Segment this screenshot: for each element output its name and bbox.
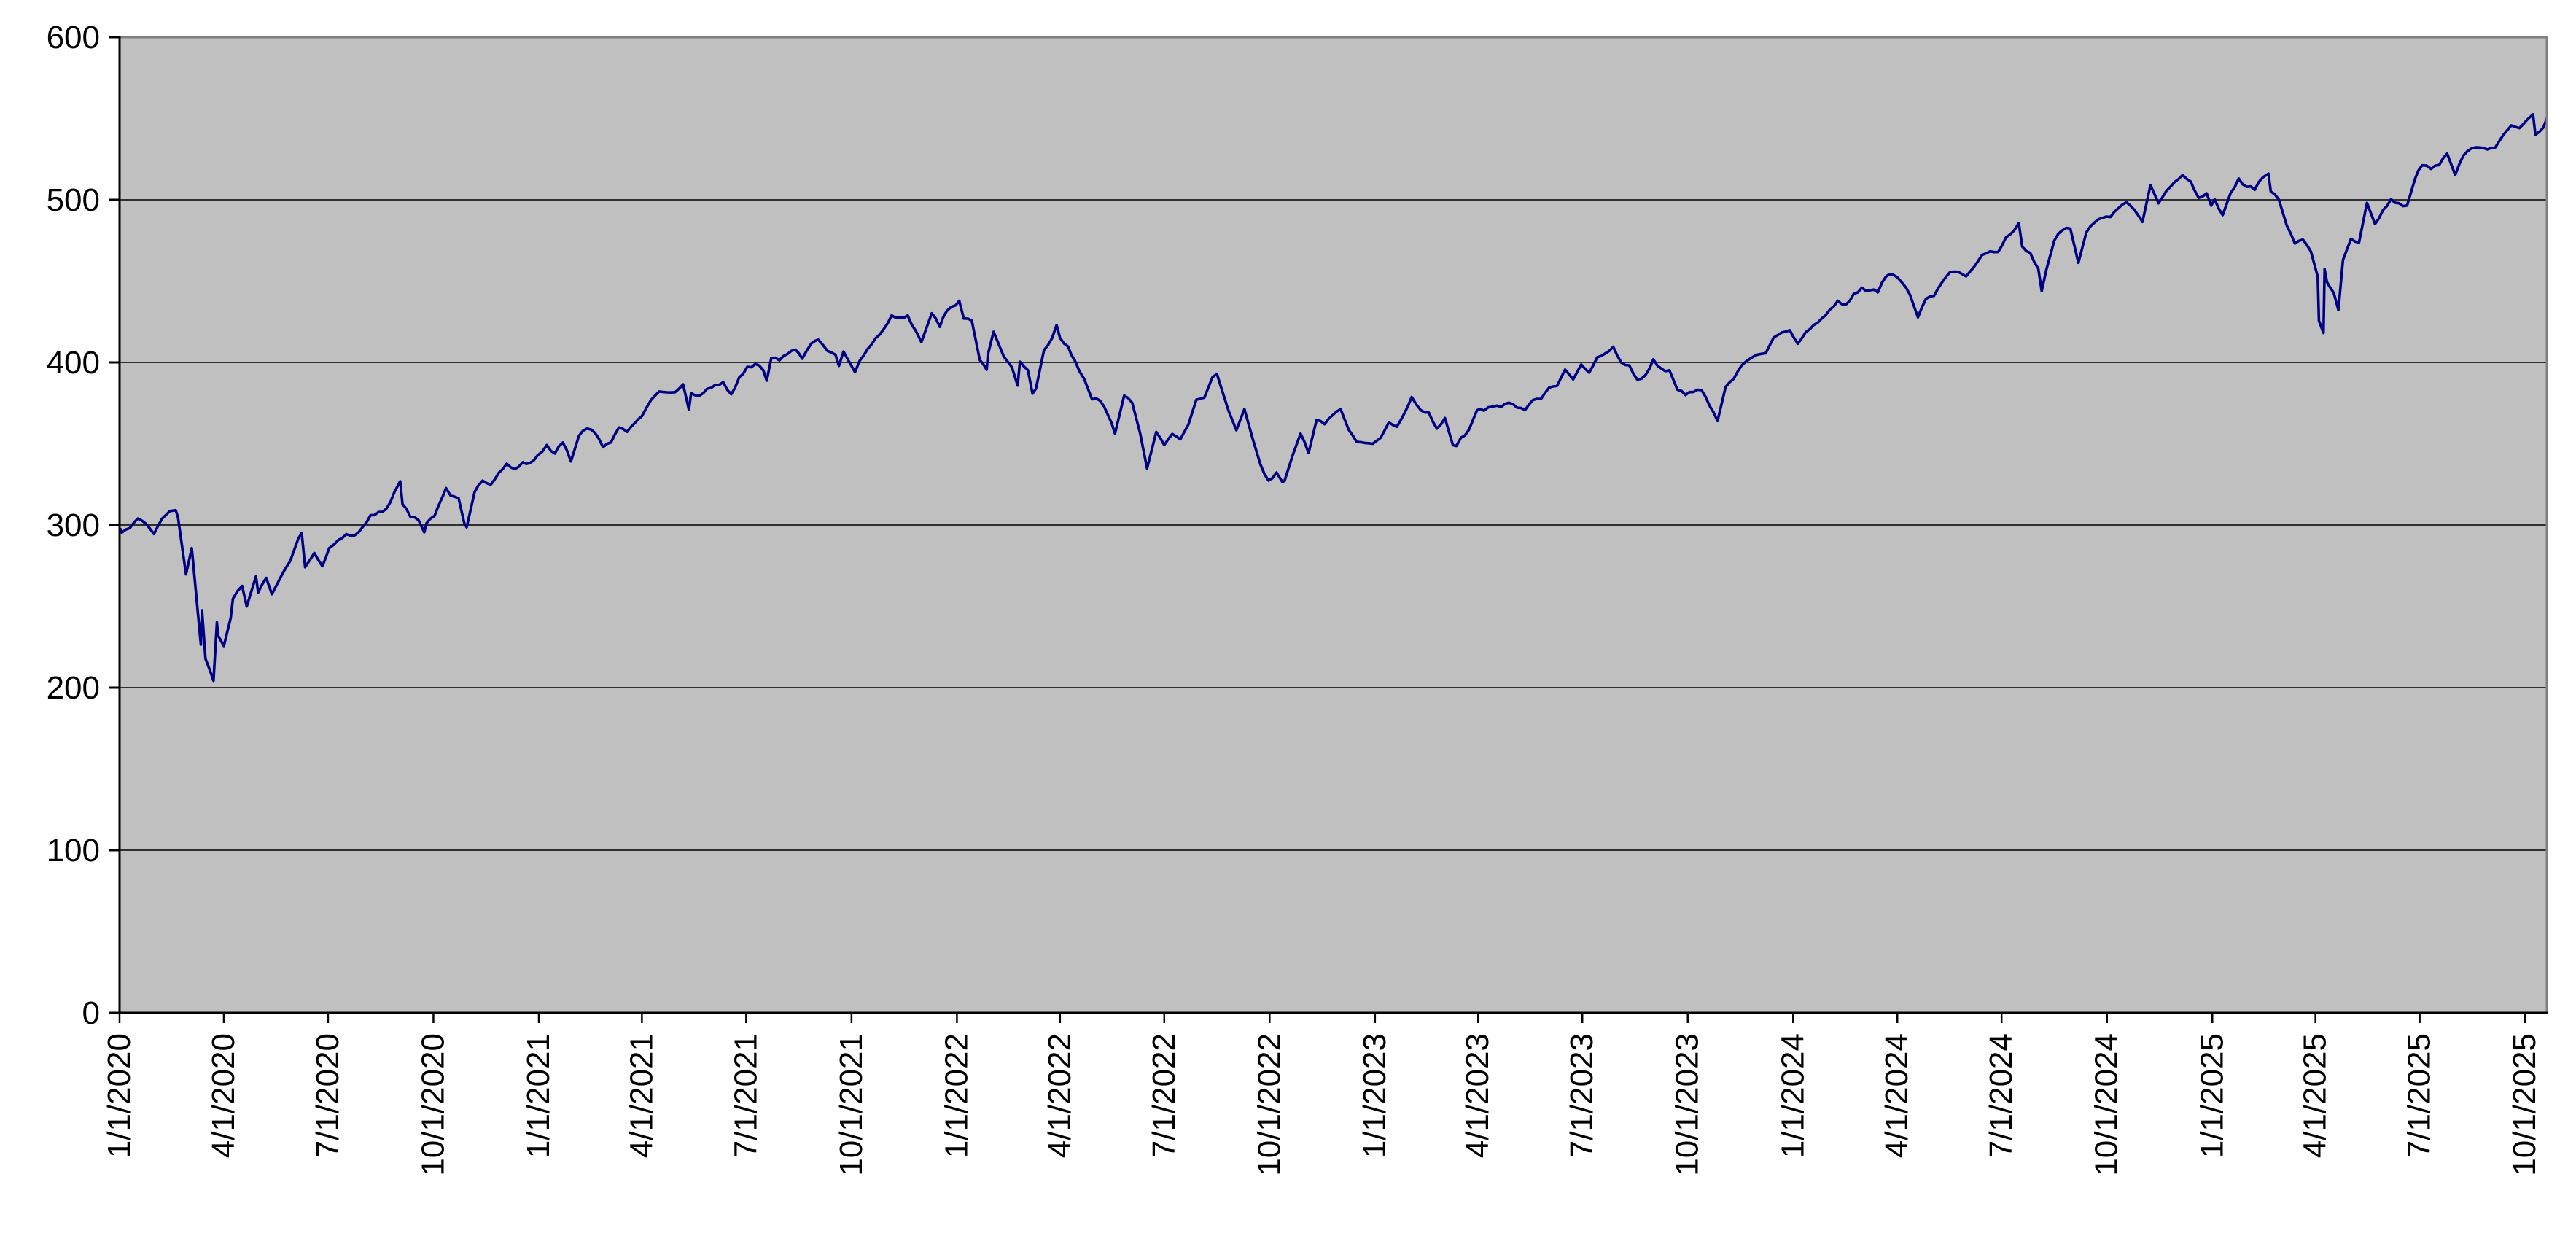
y-tick-label: 300: [47, 508, 100, 543]
x-tick-label: 1/1/2020: [101, 1033, 137, 1158]
x-tick-label: 4/1/2021: [623, 1033, 659, 1158]
y-tick-label: 400: [47, 345, 100, 381]
x-tick-label: 10/1/2023: [1670, 1033, 1705, 1176]
x-tick-label: 10/1/2022: [1251, 1033, 1287, 1176]
x-tick-label: 10/1/2025: [2507, 1033, 2542, 1176]
x-tick-label: 1/1/2021: [521, 1033, 556, 1158]
x-tick-label: 7/1/2022: [1146, 1033, 1182, 1158]
x-tick-label: 4/1/2022: [1042, 1033, 1078, 1158]
x-tick-label: 10/1/2024: [2089, 1033, 2125, 1176]
y-tick-label: 500: [47, 182, 100, 218]
x-tick-label: 4/1/2025: [2297, 1033, 2333, 1158]
x-tick-label: 1/1/2023: [1357, 1033, 1393, 1158]
x-tick-label: 4/1/2024: [1879, 1033, 1915, 1158]
y-tick-label: 200: [47, 670, 100, 706]
y-tick-label: 100: [47, 833, 100, 868]
x-tick-label: 4/1/2020: [206, 1033, 241, 1158]
x-tick-label: 1/1/2025: [2194, 1033, 2230, 1158]
x-tick-label: 10/1/2020: [416, 1033, 451, 1176]
x-tick-label: 7/1/2023: [1564, 1033, 1600, 1158]
x-tick-label: 1/1/2022: [938, 1033, 974, 1158]
y-tick-label: 0: [82, 995, 100, 1031]
price-line: [119, 113, 2548, 683]
x-tick-label: 7/1/2020: [310, 1033, 346, 1158]
x-tick-label: 7/1/2021: [728, 1033, 763, 1158]
x-tick-label: 10/1/2021: [833, 1033, 869, 1176]
x-tick-label: 7/1/2024: [1983, 1033, 2019, 1158]
x-tick-label: 1/1/2024: [1775, 1033, 1810, 1158]
y-tick-label: 600: [47, 20, 100, 55]
x-tick-label: 7/1/2025: [2402, 1033, 2437, 1158]
x-tick-label: 4/1/2023: [1460, 1033, 1495, 1158]
